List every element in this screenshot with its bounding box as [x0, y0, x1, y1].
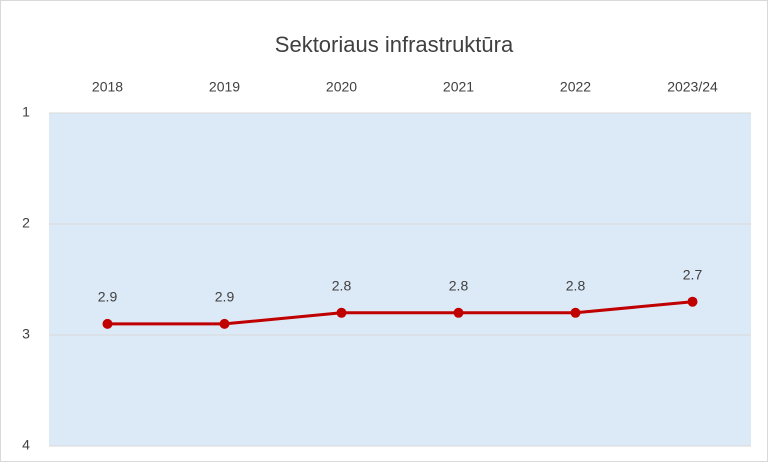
y-tick-label: 3	[22, 326, 30, 342]
data-label: 2.9	[215, 289, 235, 305]
x-tick-label: 2018	[92, 79, 123, 95]
data-point	[336, 307, 347, 318]
y-tick-label: 4	[22, 437, 30, 453]
x-tick-label: 2022	[560, 79, 591, 95]
data-point	[687, 296, 698, 307]
x-tick-label: 2019	[209, 79, 240, 95]
y-tick-label: 2	[22, 215, 30, 231]
data-label: 2.7	[683, 266, 703, 282]
x-tick-label: 2020	[326, 79, 357, 95]
x-tick-label: 2021	[443, 79, 474, 95]
data-label: 2.8	[566, 278, 586, 294]
data-point	[453, 307, 464, 318]
data-label: 2.8	[449, 278, 469, 294]
data-label: 2.8	[332, 278, 352, 294]
data-point	[570, 307, 581, 318]
data-point	[102, 318, 113, 329]
data-point	[219, 318, 230, 329]
x-tick-label: 2023/24	[667, 79, 718, 95]
data-label: 2.9	[98, 289, 118, 305]
chart-title: Sektoriaus infrastruktūra	[275, 32, 514, 57]
y-tick-label: 1	[22, 104, 30, 120]
plot-area	[49, 113, 751, 446]
series-line	[107, 300, 693, 326]
